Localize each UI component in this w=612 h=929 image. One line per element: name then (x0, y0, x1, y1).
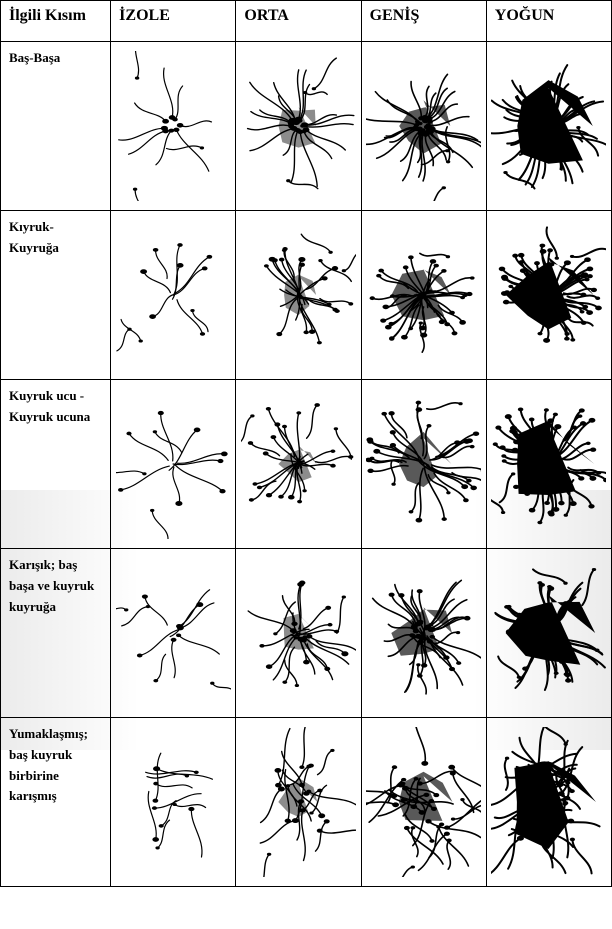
header-label: İlgili Kısım (1, 1, 111, 42)
col-genis: GENİŞ (361, 1, 486, 42)
diagram (240, 46, 356, 206)
cell-head-head-izole (111, 42, 236, 211)
agglutination-table: İlgili Kısım İZOLE ORTA GENİŞ YOĞUN Baş-… (0, 0, 612, 887)
diagram (240, 722, 356, 882)
diagram (366, 722, 482, 882)
table-row: Kıyruk-Kuyruğa (1, 211, 612, 380)
cell-tip-tip-orta (236, 380, 361, 549)
cell-mixed-orta (236, 549, 361, 718)
diagram (491, 46, 607, 206)
diagram (366, 384, 482, 544)
diagram (491, 215, 607, 375)
cell-tail-tail-genis (361, 211, 486, 380)
cell-tangled-orta (236, 718, 361, 887)
col-orta: ORTA (236, 1, 361, 42)
page-shadow-right (472, 490, 612, 750)
header-row: İlgili Kısım İZOLE ORTA GENİŞ YOĞUN (1, 1, 612, 42)
page: İlgili Kısım İZOLE ORTA GENİŞ YOĞUN Baş-… (0, 0, 612, 887)
row-label: Baş-Başa (1, 42, 111, 211)
diagram (366, 215, 482, 375)
cell-head-head-yogun (486, 42, 611, 211)
cell-tangled-genis (361, 718, 486, 887)
diagram (115, 215, 231, 375)
cell-tail-tail-izole (111, 211, 236, 380)
page-shadow-left (0, 490, 140, 750)
table-row: Baş-Başa (1, 42, 612, 211)
table-body: Baş-BaşaKıyruk-KuyruğaKuyruk ucu - Kuyru… (1, 42, 612, 887)
cell-tail-tail-yogun (486, 211, 611, 380)
col-izole: İZOLE (111, 1, 236, 42)
cell-tip-tip-genis (361, 380, 486, 549)
diagram (240, 384, 356, 544)
diagram (240, 215, 356, 375)
cell-tail-tail-orta (236, 211, 361, 380)
diagram (115, 46, 231, 206)
diagram (366, 553, 482, 713)
row-label: Kıyruk-Kuyruğa (1, 211, 111, 380)
col-yogun: YOĞUN (486, 1, 611, 42)
cell-head-head-genis (361, 42, 486, 211)
cell-mixed-genis (361, 549, 486, 718)
diagram (366, 46, 482, 206)
diagram (240, 553, 356, 713)
cell-head-head-orta (236, 42, 361, 211)
